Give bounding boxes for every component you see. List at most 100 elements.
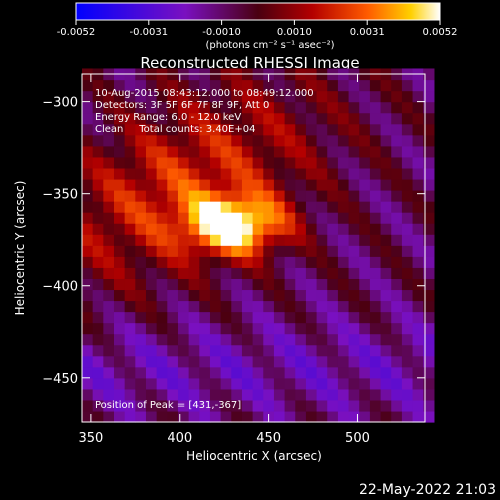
heatmap-cell [177, 377, 190, 390]
heatmap-cell [241, 355, 254, 368]
heatmap-cell [209, 145, 222, 158]
heatmap-cell [177, 245, 190, 257]
heatmap-cell [92, 388, 104, 401]
heatmap-cell [305, 79, 318, 92]
heatmap-cell [252, 311, 264, 324]
heatmap-cell [423, 112, 435, 125]
heatmap-cell [423, 190, 435, 202]
footer-date: 22-May-2022 21:03 [359, 482, 496, 498]
heatmap-cell [284, 234, 296, 246]
heatmap-cell [145, 267, 158, 279]
heatmap-cell [135, 212, 147, 224]
heatmap-cell [92, 267, 104, 279]
heatmap-cell [284, 300, 296, 313]
heatmap-cell [145, 399, 158, 412]
heatmap-cell [295, 278, 307, 291]
heatmap-cell [124, 366, 136, 379]
heatmap-cell [401, 145, 414, 158]
heatmap-cell [391, 112, 403, 125]
heatmap-cell [231, 256, 243, 268]
heatmap-cell [209, 256, 222, 268]
heatmap-cell [177, 289, 190, 302]
heatmap-cell [412, 278, 424, 291]
heatmap-cell [167, 322, 179, 335]
heatmap-cell [295, 289, 307, 302]
heatmap-cell [295, 377, 307, 390]
heatmap-cell [177, 112, 190, 125]
heatmap-cell [241, 289, 254, 302]
heatmap-cell [316, 377, 328, 390]
heatmap-cell [231, 101, 243, 114]
heatmap-cell [412, 344, 424, 357]
heatmap-cell [273, 123, 286, 136]
heatmap-cell [82, 344, 94, 357]
heatmap-cell [113, 123, 126, 136]
heatmap-cell [337, 90, 350, 103]
heatmap-cell [113, 156, 126, 169]
heatmap-cell [295, 344, 307, 357]
heatmap-cell [337, 256, 350, 268]
heatmap-cell [359, 223, 371, 235]
heatmap-cell [316, 201, 328, 213]
heatmap-cell [316, 366, 328, 379]
heatmap-cell [199, 256, 211, 268]
heatmap-cell [316, 399, 328, 412]
heatmap-cell [263, 245, 275, 257]
heatmap-cell [273, 112, 286, 125]
heatmap-cell [327, 410, 339, 423]
heatmap-cell [412, 79, 424, 92]
heatmap-cell [231, 190, 243, 202]
heatmap-cell [199, 101, 211, 114]
heatmap-cell [380, 333, 392, 346]
heatmap-cell [369, 79, 382, 92]
heatmap-cell [284, 79, 296, 92]
heatmap-cell [305, 278, 318, 291]
heatmap-cell [92, 101, 104, 114]
heatmap-cell [92, 289, 104, 302]
heatmap-cell [284, 212, 296, 224]
heatmap-cell [263, 278, 275, 291]
heatmap-cell [380, 201, 392, 213]
heatmap-cell [380, 101, 392, 114]
heatmap-cell [263, 355, 275, 368]
heatmap-cell [103, 167, 115, 180]
heatmap-cell [92, 167, 104, 180]
heatmap-cell [412, 377, 424, 390]
heatmap-cell [82, 112, 94, 125]
heatmap-cell [177, 311, 190, 324]
heatmap-cell [327, 245, 339, 257]
heatmap-cell [423, 267, 435, 279]
heatmap-cell [241, 245, 254, 257]
heatmap-cell [263, 134, 275, 147]
heatmap-cell [177, 322, 190, 335]
heatmap-cell [305, 123, 318, 136]
heatmap-cell [401, 322, 414, 335]
heatmap-cell [241, 79, 254, 92]
heatmap-cell [284, 256, 296, 268]
heatmap-cell [263, 223, 275, 235]
heatmap-cell [273, 388, 286, 401]
heatmap-cell [295, 134, 307, 147]
heatmap-cell [391, 79, 403, 92]
heatmap-cell [82, 245, 94, 257]
heatmap-cell [241, 156, 254, 169]
y-tick-label: −450 [42, 372, 78, 387]
heatmap-cell [241, 234, 254, 246]
heatmap-cell [199, 399, 211, 412]
heatmap-cell [359, 267, 371, 279]
heatmap-cell [337, 212, 350, 224]
heatmap-cell [209, 101, 222, 114]
heatmap-cell [188, 101, 200, 114]
heatmap-cell [188, 399, 200, 412]
heatmap-cell [391, 201, 403, 213]
heatmap-cell [252, 366, 264, 379]
heatmap-cell [316, 410, 328, 423]
heatmap-cell [359, 388, 371, 401]
heatmap-cell [359, 112, 371, 125]
heatmap-cell [92, 278, 104, 291]
heatmap-cell [391, 90, 403, 103]
heatmap-cell [369, 90, 382, 103]
heatmap-cell [199, 300, 211, 313]
heatmap-cell [316, 123, 328, 136]
heatmap-cell [284, 322, 296, 335]
